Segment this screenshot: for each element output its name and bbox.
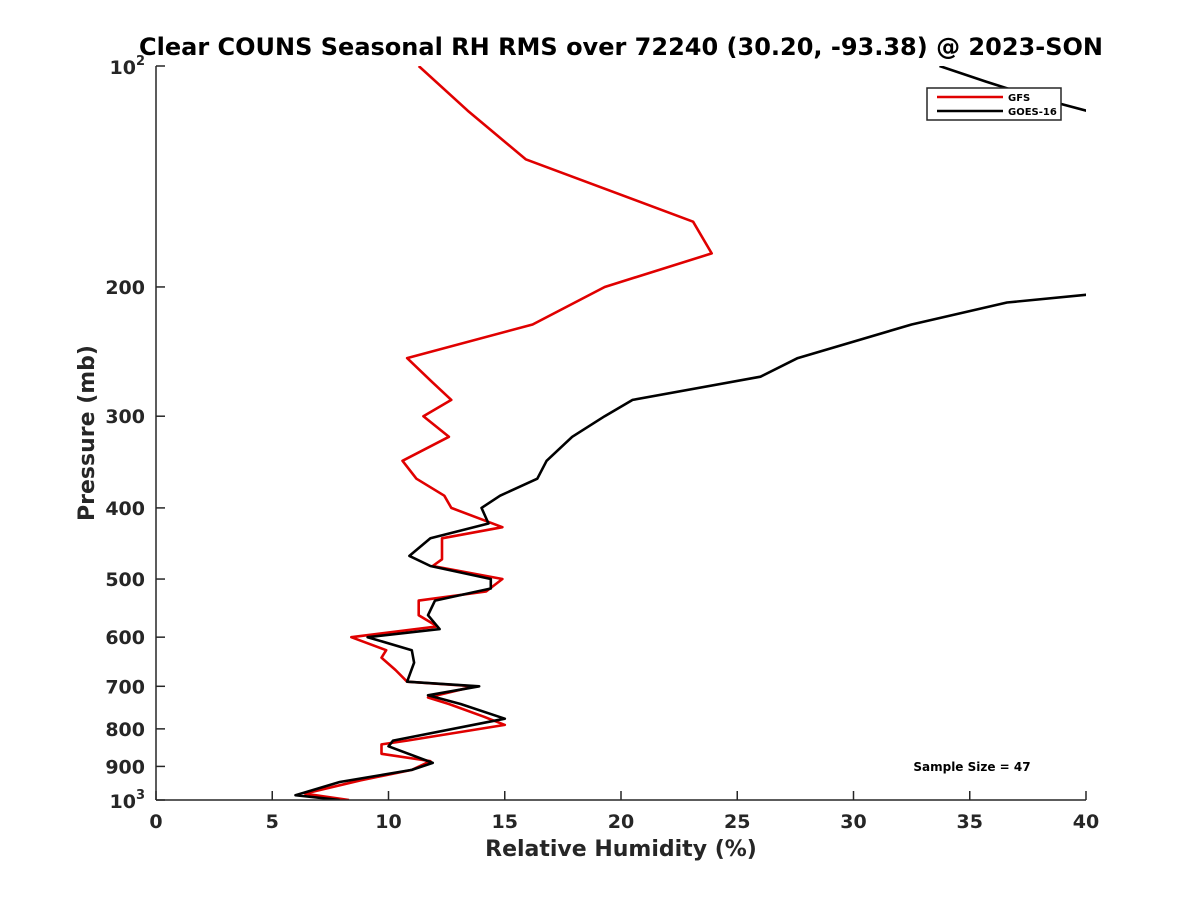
y-tick-label: 400 [105,498,145,520]
y-tick-label: 700 [105,676,145,698]
y-tick-label: 800 [105,719,145,741]
y-axis-label: Pressure (mb) [75,345,100,521]
legend-label-goes-16: GOES-16 [1008,107,1057,118]
x-axis-label: Relative Humidity (%) [485,837,757,862]
x-tick-label: 30 [840,811,866,833]
y-tick-label: 103 [110,788,146,813]
y-tick-label: 900 [105,756,145,778]
x-tick-label: 35 [957,811,983,833]
y-tick-label: 102 [110,54,146,79]
y-tick-label: 500 [105,569,145,591]
x-tick-label: 10 [375,811,401,833]
x-tick-label: 15 [492,811,518,833]
series-layer [294,66,1086,800]
x-tick-label: 20 [608,811,634,833]
x-tick-label: 0 [149,811,162,833]
y-tick-label: 600 [105,627,145,649]
x-tick-label: 25 [724,811,750,833]
axes-layer: 0 5 10 15 20 25 30 35 40 102 200 300 400 500 600 700 800… [105,54,1099,833]
x-tick-label: 40 [1073,811,1099,833]
y-tick-label: 300 [105,406,145,428]
series-line-goes-16 [294,66,1086,800]
legend: GFS GOES-16 [926,87,1062,121]
legend-box [926,87,1062,121]
legend-label-gfs: GFS [1008,93,1030,104]
x-tick-label: 5 [266,811,279,833]
series-line-gfs [303,66,714,800]
sample-size-annotation: Sample Size = 47 [913,760,1030,774]
chart-title: Clear COUNS Seasonal RH RMS over 72240 (… [139,33,1103,61]
y-tick-label: 200 [105,277,145,299]
